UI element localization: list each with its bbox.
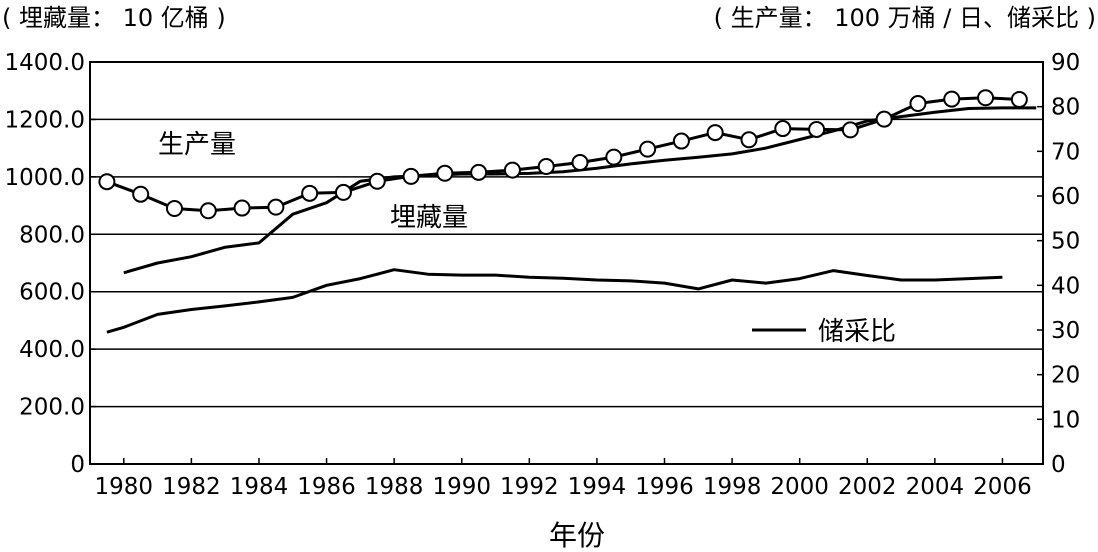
left-tick-label: 0 [70,452,85,478]
right-tick-label: 40 [1051,273,1080,299]
data-point [808,120,826,138]
annotation-reserves: 埋藏量 [390,203,468,233]
x-tick-label: 1990 [432,474,491,500]
x-tick-label: 2006 [973,474,1032,500]
data-point [774,120,792,138]
right-tick-label: 60 [1051,184,1080,210]
right-tick-label: 90 [1051,50,1080,76]
data-point [436,164,454,182]
data-point [977,89,995,107]
data-point [199,202,217,220]
left-tick-label: 1400.0 [5,50,85,76]
data-point [368,172,386,190]
data-point [402,167,420,185]
data-point [132,185,150,203]
annotation-ratio: 储采比 [818,317,896,347]
left-tick-label: 600.0 [19,280,85,306]
data-point [470,163,488,181]
x-tick-label: 2002 [838,474,897,500]
data-point [301,184,319,202]
x-tick-label: 2000 [770,474,829,500]
annotation-production: 生产量 [158,130,236,160]
x-tick-label: 1988 [365,474,424,500]
x-tick-label: 1998 [703,474,762,500]
series-line [106,268,1003,334]
right-axis-caption: ( 生产量： 100 万桶 / 日、储采比 ) [714,4,1096,32]
data-point [740,131,758,149]
right-tick-label: 50 [1051,229,1080,255]
left-tick-label: 200.0 [19,395,85,421]
data-point [537,158,555,176]
series-line [106,96,1020,213]
data-point [875,110,893,128]
data-point [571,154,589,171]
right-tick-label: 10 [1051,407,1080,433]
x-tick-label: 1994 [568,474,627,500]
left-tick-label: 400.0 [19,337,85,363]
left-axis-caption: ( 埋藏量： 10 亿桶 ) [2,4,226,32]
x-tick-label: 1992 [500,474,559,500]
left-tick-label: 1200.0 [5,107,85,133]
data-point [909,95,927,113]
left-tick-label: 1000.0 [5,165,85,191]
left-axis: 0 200.0 400.0 600.0 800.0 1000.0 1200.0 1400.0 [5,50,96,478]
data-point [98,173,116,191]
x-tick-label: 1980 [95,474,154,500]
right-tick-label: 30 [1051,318,1080,344]
x-axis-title: 年份 [549,519,605,552]
data-point [605,148,623,166]
series-layer [98,89,1037,334]
data-point [706,124,724,142]
right-tick-label: 80 [1051,95,1080,121]
data-point [165,200,183,218]
plot-frame [89,61,1044,465]
data-point [267,198,285,216]
data-point [943,90,961,108]
x-tick-label: 1984 [230,474,289,500]
x-tick-label: 1986 [297,474,356,500]
data-point [233,199,251,217]
data-point [841,121,859,139]
right-axis: 0 10 20 30 40 50 60 70 80 90 [1037,50,1080,478]
x-axis: 1980 1982 1984 1986 1988 1990 1992 1994 1996 1998… [95,458,1032,500]
data-point [334,183,352,201]
x-tick-label: 1996 [635,474,694,500]
right-tick-label: 20 [1051,363,1080,389]
right-tick-label: 0 [1051,452,1066,478]
right-tick-label: 70 [1051,139,1080,165]
data-point [503,161,521,179]
gridlines [90,118,1043,408]
data-point [1010,91,1028,109]
left-tick-label: 800.0 [19,222,85,248]
data-point [672,132,690,150]
series-line [123,106,1037,275]
x-tick-label: 2004 [906,474,965,500]
data-point [639,140,657,158]
x-tick-label: 1982 [162,474,221,500]
